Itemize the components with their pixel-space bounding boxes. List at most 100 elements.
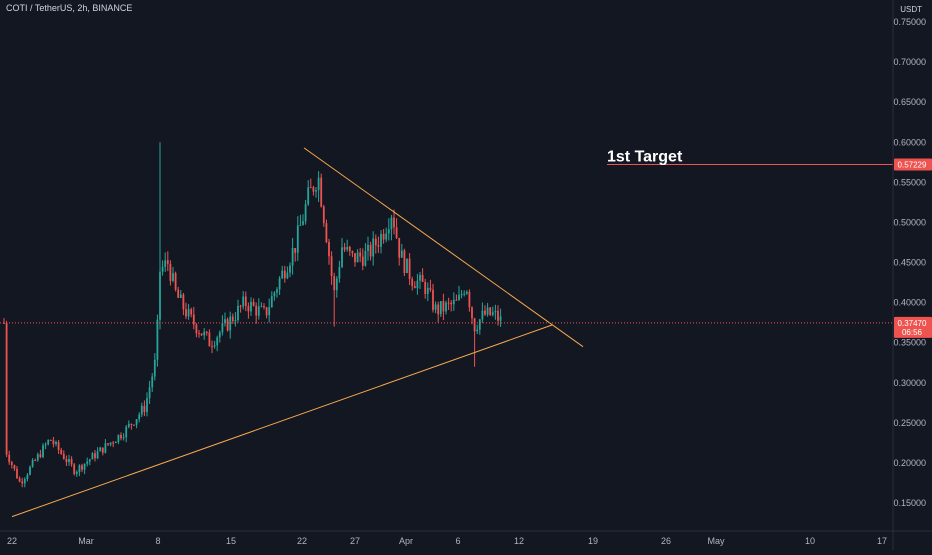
candle-body bbox=[325, 223, 328, 243]
x-tick-label: 27 bbox=[350, 536, 360, 546]
candle-body bbox=[304, 204, 307, 222]
candle-body bbox=[122, 437, 125, 439]
trendline-ascending-support[interactable] bbox=[11, 324, 553, 518]
target-label: 1st Target bbox=[607, 148, 683, 165]
candle-body bbox=[445, 302, 447, 312]
candle-body bbox=[148, 387, 151, 399]
x-tick-label: Apr bbox=[399, 536, 413, 546]
y-tick-label: 0.15000 bbox=[893, 498, 926, 508]
x-tick-label: 15 bbox=[226, 536, 236, 546]
candle-body bbox=[88, 459, 91, 462]
candle-body bbox=[354, 253, 356, 263]
candle-body bbox=[198, 333, 200, 335]
candle-body bbox=[182, 294, 185, 310]
candle-body bbox=[400, 250, 403, 258]
y-tick-label: 0.75000 bbox=[893, 17, 926, 27]
candle-body bbox=[112, 442, 115, 444]
candle-body bbox=[153, 359, 156, 377]
candle-body bbox=[99, 447, 102, 452]
candle-body bbox=[81, 465, 83, 470]
candle-body bbox=[270, 296, 273, 308]
candle-body bbox=[382, 233, 385, 240]
candle-body bbox=[299, 224, 302, 226]
bar-countdown: 06:56 bbox=[902, 328, 923, 337]
candle-body bbox=[291, 248, 294, 266]
candle-body bbox=[341, 247, 343, 268]
candle-body bbox=[5, 323, 8, 455]
candle-body bbox=[234, 320, 237, 322]
candle-body bbox=[421, 274, 424, 282]
candle-body bbox=[411, 279, 414, 287]
candle-body bbox=[244, 296, 247, 307]
y-tick-label: 0.65000 bbox=[893, 97, 926, 107]
candle-body bbox=[338, 267, 341, 279]
currency-label: USDT bbox=[900, 5, 922, 14]
candle-body bbox=[94, 453, 96, 459]
trendline-descending-resistance[interactable] bbox=[303, 147, 584, 348]
candle-body bbox=[439, 301, 442, 315]
candle-body bbox=[226, 319, 229, 331]
candle-body bbox=[166, 260, 169, 264]
candle-body bbox=[73, 464, 76, 474]
candle-body bbox=[320, 177, 323, 207]
candle-body bbox=[460, 294, 463, 296]
candle-body bbox=[364, 250, 367, 266]
candle-body bbox=[322, 206, 325, 224]
candle-body bbox=[481, 310, 484, 320]
candle-body bbox=[346, 246, 349, 250]
candle-body bbox=[203, 331, 206, 336]
x-tick-label: Mar bbox=[78, 536, 94, 546]
candle-body bbox=[164, 260, 167, 267]
candle-body bbox=[130, 423, 133, 425]
candle-body bbox=[31, 460, 34, 467]
candle-body bbox=[242, 296, 245, 307]
candle-body bbox=[356, 252, 359, 263]
candle-body bbox=[21, 481, 24, 484]
candle-body bbox=[434, 304, 437, 310]
candle-body bbox=[231, 316, 234, 322]
candle-body bbox=[161, 266, 164, 272]
candle-body bbox=[289, 265, 291, 273]
candle-body bbox=[455, 299, 458, 301]
candle-body bbox=[450, 302, 453, 305]
candle-body bbox=[486, 307, 489, 315]
candle-body bbox=[36, 454, 39, 461]
candle-body bbox=[473, 318, 476, 332]
candle-body bbox=[484, 310, 486, 315]
candle-body bbox=[16, 468, 18, 479]
candle-body bbox=[489, 307, 492, 315]
symbol-title: COTI / TetherUS, 2h, BINANCE bbox=[6, 3, 133, 13]
candle-body bbox=[140, 405, 143, 415]
candle-body bbox=[377, 245, 380, 247]
candle-body bbox=[426, 287, 429, 294]
candle-body bbox=[281, 270, 284, 279]
candle-body bbox=[328, 242, 330, 257]
y-tick-label: 0.30000 bbox=[893, 378, 926, 388]
candle-body bbox=[302, 221, 304, 225]
candle-body bbox=[468, 291, 471, 308]
candle-body bbox=[179, 294, 182, 298]
candle-body bbox=[252, 301, 255, 306]
x-tick-label: 17 bbox=[877, 536, 887, 546]
candle-body bbox=[413, 286, 416, 289]
candle-body bbox=[86, 461, 89, 464]
candle-body bbox=[476, 329, 479, 332]
candle-body bbox=[13, 464, 16, 469]
candle-body bbox=[343, 247, 346, 250]
candle-body bbox=[333, 276, 336, 291]
candle-body bbox=[143, 405, 146, 413]
candle-body bbox=[398, 237, 401, 258]
candle-body bbox=[263, 306, 265, 308]
candle-body bbox=[395, 227, 398, 238]
candle-body bbox=[393, 217, 395, 228]
x-tick-label: 8 bbox=[155, 536, 160, 546]
candle-body bbox=[390, 217, 393, 230]
candle-body bbox=[224, 319, 226, 324]
y-tick-label: 0.60000 bbox=[893, 137, 926, 147]
candle-body bbox=[127, 423, 130, 427]
candle-body bbox=[429, 287, 432, 290]
candle-body bbox=[283, 270, 286, 279]
